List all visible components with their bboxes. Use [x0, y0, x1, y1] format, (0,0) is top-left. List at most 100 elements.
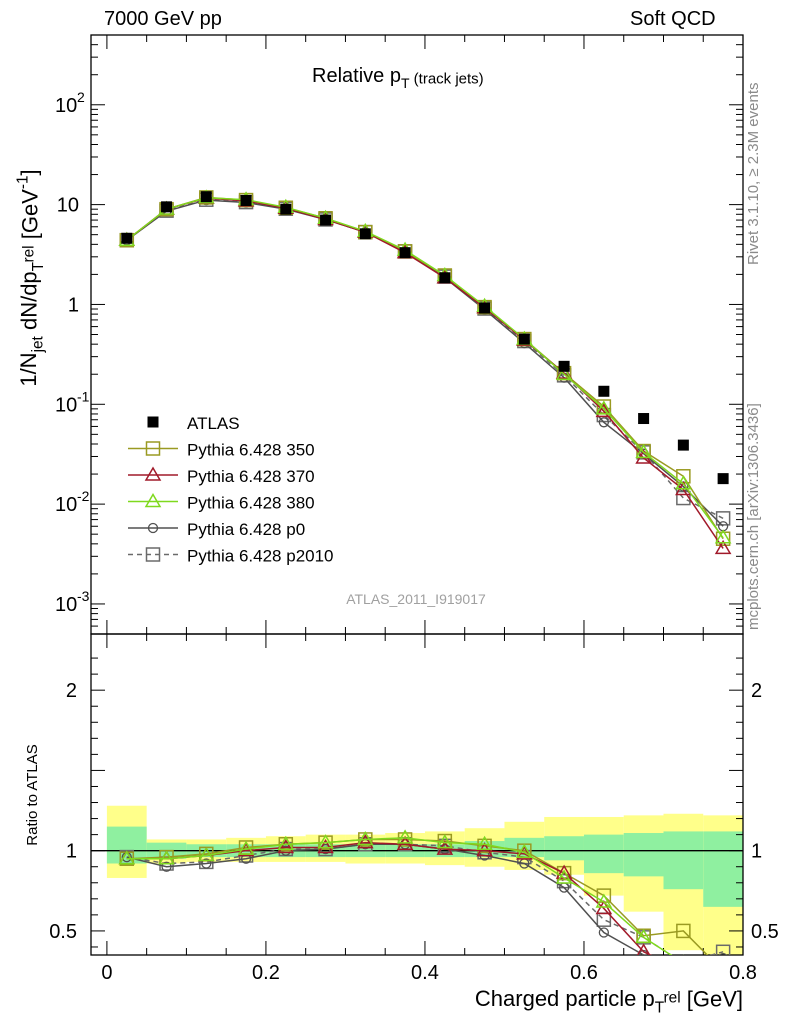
ratio-point: [158, 850, 175, 865]
ratio-y-tick-label: 2: [66, 680, 77, 702]
data-point: [714, 539, 732, 555]
data-point: [200, 191, 212, 203]
ratio-point: [397, 832, 413, 847]
series-pythia-6-428-350: [119, 190, 731, 546]
ratio-point: [719, 953, 728, 955]
series-line: [126, 197, 724, 539]
x-tick-label: 0.4: [411, 962, 439, 984]
legend: ATLAS Pythia 6.428 350 Pythia 6.428 370 Pyt…: [128, 414, 334, 566]
ratio-point: [595, 893, 613, 908]
series-line: [126, 196, 724, 540]
data-point: [479, 302, 491, 314]
ratio-y-tick-label-right: 1: [751, 841, 762, 863]
y-tick-label: 10: [55, 494, 77, 516]
main-y-label: 1/Njet dN/dpTrel [GeV-1]: [14, 169, 47, 386]
ratio-line: [126, 841, 652, 955]
ratio-y-tick-label: 0.5: [49, 921, 77, 943]
y-tick-label-exp: 2: [77, 89, 85, 105]
ratio-point: [715, 944, 731, 955]
ratio-point: [436, 834, 454, 849]
data-point: [715, 511, 731, 526]
ratio-point: [638, 949, 649, 955]
data-point: [359, 228, 371, 240]
ratio-y-tick-label: 1: [66, 841, 77, 863]
band-inner: [544, 836, 584, 861]
ratio-point: [277, 835, 295, 851]
data-point: [717, 473, 729, 485]
data-point: [638, 413, 650, 425]
x-label: Charged particle pTrel [GeV]: [475, 986, 743, 1017]
legend-label: ATLAS: [187, 414, 240, 433]
y-tick-label-exp: -3: [77, 588, 90, 604]
y-tick-label: 10: [55, 594, 77, 616]
data-point: [595, 400, 613, 415]
legend-label: Pythia 6.428 p2010: [187, 547, 334, 566]
ratio-line: [126, 843, 724, 955]
ratio-point: [277, 838, 295, 854]
data-point: [596, 399, 612, 414]
ratio-y-tick-label-right: 2: [751, 680, 762, 702]
ratio-line: [126, 837, 673, 955]
ratio-point: [476, 835, 493, 851]
series-atlas: [121, 191, 729, 485]
ratio-point: [677, 957, 690, 970]
legend-label: Pythia 6.428 370: [187, 467, 315, 486]
ratio-point: [197, 847, 215, 862]
x-tick-label: 0.6: [570, 962, 598, 984]
data-point: [240, 194, 252, 206]
y-tick-label: 10: [55, 394, 77, 416]
legend-label: Pythia 6.428 p0: [187, 520, 305, 539]
x-tick-label: 0: [101, 962, 112, 984]
data-point: [635, 443, 652, 459]
ratio-point: [317, 838, 334, 854]
data-point: [598, 417, 610, 428]
data-point: [676, 490, 691, 506]
data-point: [161, 201, 173, 213]
ratio-point: [237, 840, 255, 855]
data-point: [555, 365, 573, 380]
ratio-point: [598, 927, 610, 938]
data-point: [121, 232, 133, 244]
data-point: [714, 529, 732, 544]
ratio-point: [161, 861, 172, 872]
ratio-point: [317, 834, 334, 849]
main-frame: [90, 34, 744, 635]
ratio-point: [555, 869, 573, 884]
x-tick-label: 0.8: [729, 962, 757, 984]
ratio-point: [676, 964, 690, 976]
header-right: Soft QCD: [630, 8, 716, 30]
legend-marker: [144, 493, 162, 508]
legend-label: Pythia 6.428 380: [187, 494, 315, 513]
ratio-point: [717, 965, 730, 978]
band-inner: [663, 831, 704, 890]
legend-marker: [145, 441, 161, 456]
ratio-point: [357, 834, 374, 849]
ratio-point: [676, 923, 691, 939]
y-tick-label: 10: [57, 195, 79, 217]
legend-label: Pythia 6.428 350: [187, 441, 315, 460]
band-inner: [583, 834, 624, 874]
ratio-frame: [90, 633, 744, 956]
legend-marker: [144, 466, 162, 481]
data-point: [558, 360, 570, 372]
watermark: ATLAS_2011_I919017: [346, 591, 486, 607]
ratio-point: [716, 972, 730, 984]
ratio-point: [716, 964, 730, 976]
data-point: [675, 475, 692, 490]
ratio-point: [357, 830, 374, 846]
ratio-point: [516, 845, 533, 860]
main-title: Relative pT (track jets): [312, 65, 484, 91]
ratio-series-pythia-6-428-380: [118, 829, 730, 976]
series-line: [126, 197, 724, 549]
y-tick-label: 10: [55, 95, 77, 117]
data-point: [280, 203, 292, 215]
data-point: [399, 247, 411, 259]
header-left: 7000 GeV pp: [104, 8, 222, 30]
ratio-point: [201, 858, 212, 869]
series-pythia-6-428-380: [118, 189, 732, 544]
ratio-point: [683, 954, 684, 955]
legend-marker: [147, 416, 159, 428]
ratio-point: [118, 850, 136, 865]
ratio-point: [516, 843, 533, 859]
